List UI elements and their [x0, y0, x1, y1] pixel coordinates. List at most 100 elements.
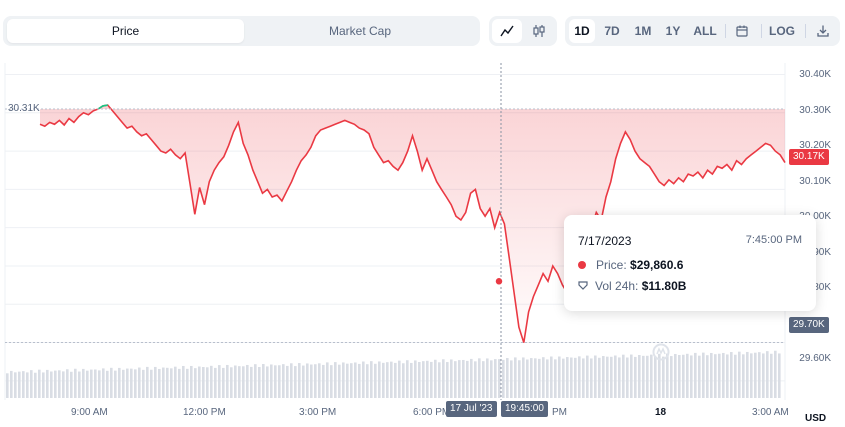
volume-bar: [94, 369, 97, 398]
crosshair-date-tag: 17 Jul '23: [446, 401, 497, 417]
volume-bar: [110, 367, 113, 398]
volume-bar: [354, 362, 357, 398]
volume-bar: [646, 355, 649, 398]
tooltip-vol-value: $11.80B: [641, 279, 687, 293]
volume-bar: [202, 366, 205, 398]
volume-bar: [774, 350, 777, 398]
range-1d[interactable]: 1D: [569, 19, 595, 43]
volume-bar: [362, 361, 365, 398]
volume-bar: [450, 359, 453, 398]
volume-bar: [218, 365, 221, 398]
volume-bar: [22, 371, 25, 398]
tooltip-volume-row: Vol 24h: $11.80B: [578, 279, 686, 293]
volume-bars: [6, 350, 781, 398]
divider: [805, 24, 806, 38]
volume-bar: [510, 360, 513, 398]
tab-price[interactable]: Price: [7, 19, 244, 43]
line-chart-icon[interactable]: [492, 19, 522, 43]
volume-bar: [158, 368, 161, 398]
volume-bar: [418, 362, 421, 398]
volume-bar: [538, 358, 541, 398]
volume-bar: [490, 360, 493, 398]
volume-bar: [590, 358, 593, 398]
volume-bar: [306, 363, 309, 398]
calendar-icon[interactable]: [728, 19, 756, 43]
volume-bar: [594, 355, 597, 398]
price-line: [39, 104, 786, 343]
log-scale-button[interactable]: LOG: [769, 24, 795, 38]
volume-bar: [650, 354, 653, 398]
volume-bar: [730, 352, 733, 398]
coinmarketcap-logo-icon: [652, 343, 670, 361]
volume-bar: [634, 356, 637, 398]
low-price-tag: 29.70K: [789, 317, 829, 333]
y-tick: 30.20K: [799, 140, 831, 151]
volume-bar: [506, 358, 509, 398]
volume-bar: [378, 361, 381, 398]
volume-bar: [482, 361, 485, 398]
x-tick: PM: [552, 407, 567, 418]
volume-bar: [474, 361, 477, 398]
volume-bar: [662, 356, 665, 398]
range-1y[interactable]: 1Y: [665, 24, 681, 38]
volume-bar: [414, 360, 417, 398]
tooltip-time: 7:45:00 PM: [745, 234, 802, 246]
volume-bar: [558, 356, 561, 398]
chart-type-toggle: [489, 16, 557, 46]
volume-bar: [14, 372, 17, 398]
download-icon[interactable]: [809, 19, 837, 43]
volume-bar: [762, 353, 765, 398]
volume-bar: [670, 356, 673, 398]
volume-bar: [618, 357, 621, 398]
y-tick: 29.60K: [799, 353, 831, 364]
volume-bar: [226, 364, 229, 398]
volume-bar: [642, 355, 645, 398]
volume-bar: [706, 355, 709, 398]
volume-bar: [246, 364, 249, 398]
volume-bar: [526, 359, 529, 398]
volume-bar: [498, 359, 501, 398]
volume-bar: [370, 361, 373, 398]
volume-bar: [334, 362, 337, 398]
volume-bar: [242, 366, 245, 398]
range-1m[interactable]: 1M: [634, 24, 652, 38]
volume-bar: [710, 352, 713, 398]
volume-bar: [338, 364, 341, 398]
volume-bar: [250, 366, 253, 398]
volume-bar: [434, 359, 437, 398]
volume-bar: [502, 359, 505, 398]
volume-bar: [190, 365, 193, 398]
volume-bar: [82, 368, 85, 398]
volume-bar: [446, 362, 449, 398]
volume-bar: [622, 354, 625, 398]
volume-bar: [322, 364, 325, 398]
price-chart[interactable]: 30.40K 30.30K 30.20K 30.10K 30.00K 29.90…: [0, 55, 845, 427]
volume-bar: [478, 358, 481, 398]
tab-market-cap[interactable]: Market Cap: [328, 24, 392, 38]
volume-bar: [610, 356, 613, 398]
candlestick-icon[interactable]: [524, 19, 554, 43]
tooltip-price-label: Price:: [596, 258, 627, 272]
volume-bar: [174, 366, 177, 398]
volume-bar: [614, 355, 617, 398]
volume-bar: [210, 365, 213, 398]
volume-bar: [346, 363, 349, 398]
volume-bar: [262, 364, 265, 398]
volume-bar: [582, 358, 585, 398]
volume-bar: [230, 367, 233, 398]
volume-bar: [738, 351, 741, 398]
range-all[interactable]: ALL: [693, 24, 717, 38]
volume-bar: [186, 368, 189, 398]
volume-bar: [102, 368, 105, 398]
volume-bar: [778, 353, 781, 398]
x-tick: 9:00 AM: [71, 407, 108, 418]
hover-point: [494, 276, 504, 287]
currency-label: USD: [805, 413, 827, 424]
price-chart-svg[interactable]: [0, 55, 845, 427]
volume-bar: [638, 355, 641, 398]
range-7d[interactable]: 7D: [604, 24, 620, 38]
volume-bar: [290, 363, 293, 398]
volume-bar: [438, 362, 441, 398]
x-tick: 18: [655, 407, 667, 418]
volume-bar: [722, 352, 725, 398]
